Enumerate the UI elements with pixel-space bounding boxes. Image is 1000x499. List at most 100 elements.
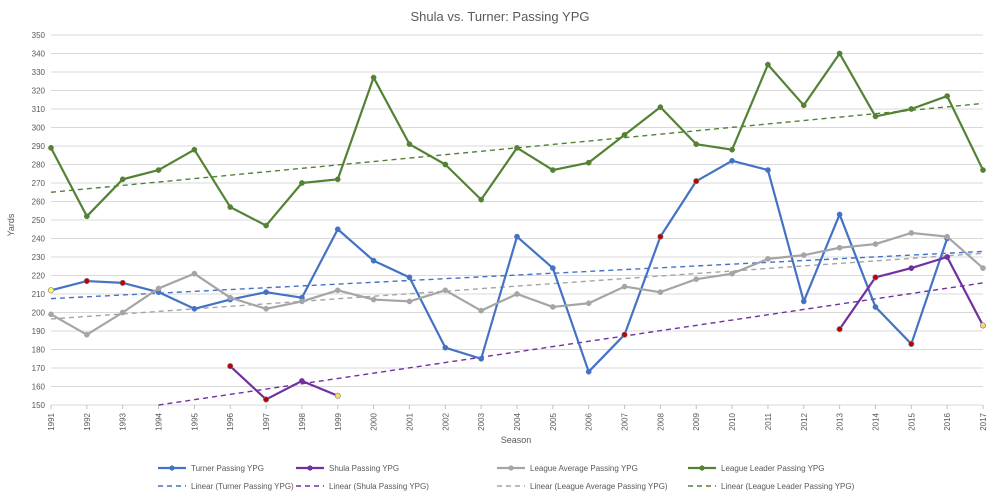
x-tick-label: 2014	[871, 412, 880, 430]
data-point	[693, 276, 700, 283]
data-point	[908, 230, 915, 236]
data-point	[872, 241, 879, 247]
legend-entry-league-average-passing-ypg: League Average Passing YPG	[497, 464, 638, 473]
data-point	[334, 176, 341, 183]
data-point	[657, 289, 664, 295]
highlight-point	[119, 279, 126, 286]
data-point	[765, 256, 771, 262]
highlight-point	[263, 396, 270, 403]
data-point	[908, 106, 915, 112]
y-tick-label: 310	[32, 105, 46, 114]
data-point	[549, 167, 556, 173]
data-point	[621, 283, 628, 290]
highlight-point	[621, 331, 628, 338]
highlight-point	[657, 233, 664, 240]
data-point	[263, 289, 269, 295]
data-point	[836, 50, 843, 57]
legend-entry-linear-turner-passing-ypg: Linear (Turner Passing YPG)	[158, 482, 294, 491]
data-point	[908, 265, 915, 271]
x-tick-label: 2016	[943, 412, 952, 430]
y-tick-label: 340	[32, 50, 46, 59]
highlight-point	[872, 274, 879, 281]
data-point	[299, 378, 305, 384]
legend-label: Linear (Turner Passing YPG)	[191, 482, 294, 491]
data-point	[549, 304, 556, 310]
data-point	[227, 294, 234, 301]
x-tick-label: 1999	[334, 412, 343, 430]
data-point	[478, 355, 485, 362]
x-tick-label: 2000	[370, 412, 379, 430]
y-tick-label: 150	[32, 401, 46, 410]
legend-marker	[307, 465, 313, 471]
series-league-leader-passing-ypg	[48, 50, 986, 229]
data-point	[944, 233, 951, 240]
data-point	[514, 145, 520, 151]
data-point	[621, 132, 628, 138]
data-point	[549, 265, 556, 271]
data-point	[442, 344, 449, 351]
x-tick-label: 1991	[47, 412, 56, 430]
data-point	[836, 211, 843, 218]
data-point	[872, 304, 879, 310]
x-tick-label: 2008	[656, 412, 665, 430]
y-tick-label: 260	[32, 198, 46, 207]
legend-entry-league-leader-passing-ypg: League Leader Passing YPG	[688, 464, 824, 473]
y-tick-label: 250	[32, 216, 46, 225]
x-axis-label: Season	[501, 435, 532, 445]
legend-entry-shula-passing-ypg: Shula Passing YPG	[296, 464, 399, 473]
data-point	[119, 309, 126, 316]
data-point	[191, 270, 198, 277]
data-point	[299, 180, 305, 186]
x-tick-label: 2004	[513, 412, 522, 430]
data-point	[442, 287, 449, 294]
data-point	[980, 265, 986, 271]
series-line	[229, 365, 339, 401]
data-point	[48, 311, 54, 318]
data-point	[872, 113, 879, 120]
data-point	[406, 141, 413, 147]
highlight-point	[908, 340, 915, 347]
data-point	[370, 257, 377, 264]
gridlines	[51, 34, 983, 406]
series-turner-passing-ypg	[48, 157, 951, 375]
legend-marker	[699, 465, 705, 471]
data-point	[263, 222, 269, 229]
y-tick-label: 270	[32, 179, 46, 188]
data-point	[585, 368, 592, 375]
data-point	[478, 196, 485, 203]
x-tick-label: 2003	[477, 412, 486, 430]
data-point	[406, 298, 413, 305]
data-point	[227, 204, 234, 210]
highlight-point	[83, 278, 90, 285]
x-tick-label: 2012	[800, 412, 809, 430]
data-point	[944, 254, 951, 260]
highlight-point	[836, 326, 843, 333]
y-tick-label: 190	[32, 327, 46, 336]
y-tick-label: 200	[32, 309, 46, 318]
data-point	[729, 270, 735, 277]
legend-entry-linear-shula-passing-ypg: Linear (Shula Passing YPG)	[296, 482, 429, 491]
data-point	[299, 298, 305, 305]
x-tick-label: 2013	[836, 412, 845, 430]
data-point	[155, 285, 162, 292]
data-series	[47, 50, 986, 403]
x-tick-label: 2007	[621, 412, 630, 430]
highlight-point	[979, 322, 986, 329]
data-point	[48, 145, 54, 151]
y-tick-label: 230	[32, 253, 46, 262]
data-point	[657, 104, 664, 111]
data-point	[191, 305, 198, 312]
data-point	[800, 252, 807, 258]
legend-label: League Average Passing YPG	[530, 464, 638, 473]
legend: Turner Passing YPG Shula Passing YPG Leagu…	[158, 464, 855, 491]
x-tick-label: 2006	[585, 412, 594, 430]
y-tick-label: 350	[32, 31, 46, 40]
y-tick-label: 330	[32, 68, 46, 77]
y-tick-label: 290	[32, 142, 46, 151]
legend-entry-linear-league-average-passing-ypg: Linear (League Average Passing YPG)	[497, 482, 668, 491]
x-tick-label: 1994	[155, 412, 164, 430]
x-tick-label: 2002	[441, 412, 450, 430]
legend-label: Linear (League Average Passing YPG)	[530, 482, 668, 491]
data-point	[514, 291, 520, 297]
